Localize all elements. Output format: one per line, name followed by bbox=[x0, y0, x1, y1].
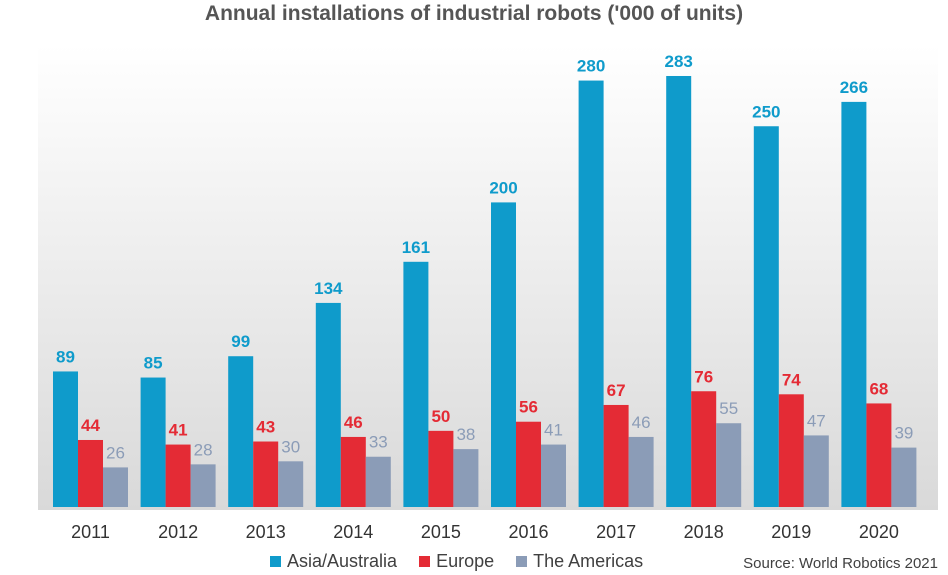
bar-europe-2018 bbox=[691, 391, 717, 507]
bar-americas-2013 bbox=[278, 461, 304, 507]
data-label-americas-2012: 28 bbox=[194, 440, 213, 459]
bar-europe-2016 bbox=[516, 421, 541, 507]
legend-label-asia: Asia/Australia bbox=[287, 551, 398, 571]
bar-americas-2014 bbox=[365, 456, 391, 507]
bar-americas-2018 bbox=[716, 423, 742, 507]
data-label-americas-2015: 38 bbox=[456, 425, 475, 444]
bar-asia-2015 bbox=[403, 261, 429, 507]
data-label-europe-2015: 50 bbox=[431, 407, 450, 426]
bar-europe-2015 bbox=[428, 430, 454, 507]
bar-europe-2011 bbox=[78, 439, 103, 507]
legend: Asia/Australia Europe The Americas bbox=[270, 551, 643, 572]
bar-europe-2013 bbox=[253, 441, 279, 507]
data-label-europe-2016: 56 bbox=[519, 398, 538, 417]
bars-layer bbox=[53, 75, 917, 507]
data-label-asia-2013: 99 bbox=[231, 332, 250, 351]
x-tick-label-2013: 2013 bbox=[246, 522, 286, 542]
bar-americas-2019 bbox=[803, 435, 829, 507]
legend-swatch-asia bbox=[270, 556, 281, 567]
bar-asia-2011 bbox=[53, 371, 78, 507]
data-label-americas-2018: 55 bbox=[719, 399, 738, 418]
bar-asia-2017 bbox=[578, 80, 604, 507]
x-tick-label-2012: 2012 bbox=[158, 522, 198, 542]
bar-europe-2012 bbox=[165, 444, 191, 507]
data-label-asia-2018: 283 bbox=[665, 52, 693, 71]
data-label-asia-2017: 280 bbox=[577, 57, 605, 76]
data-label-asia-2011: 89 bbox=[56, 347, 75, 366]
bar-asia-2016 bbox=[491, 202, 516, 507]
data-label-asia-2020: 266 bbox=[840, 78, 868, 97]
data-label-americas-2016: 41 bbox=[544, 421, 563, 440]
bar-asia-2013 bbox=[228, 356, 254, 507]
legend-label-americas: The Americas bbox=[533, 551, 644, 571]
legend-swatch-europe bbox=[419, 556, 431, 567]
data-label-asia-2016: 200 bbox=[489, 178, 517, 197]
bar-americas-2017 bbox=[628, 436, 654, 507]
legend-item-americas: The Americas bbox=[516, 551, 643, 572]
data-label-europe-2011: 44 bbox=[81, 416, 100, 435]
bar-americas-2011 bbox=[103, 467, 128, 507]
x-tick-label-2018: 2018 bbox=[684, 522, 724, 542]
x-tick-label-2015: 2015 bbox=[421, 522, 461, 542]
bar-europe-2017 bbox=[603, 404, 629, 507]
data-label-americas-2011: 26 bbox=[106, 443, 125, 462]
bar-americas-2015 bbox=[453, 449, 479, 507]
data-label-europe-2013: 43 bbox=[256, 418, 275, 437]
x-tick-label-2016: 2016 bbox=[508, 522, 548, 542]
data-label-asia-2015: 161 bbox=[402, 238, 430, 257]
x-tick-label-2019: 2019 bbox=[771, 522, 811, 542]
legend-item-asia: Asia/Australia bbox=[270, 551, 397, 572]
bar-asia-2019 bbox=[753, 126, 779, 507]
data-label-americas-2020: 39 bbox=[894, 424, 913, 443]
legend-label-europe: Europe bbox=[436, 551, 495, 571]
legend-swatch-americas bbox=[516, 556, 528, 567]
bar-europe-2014 bbox=[340, 436, 366, 507]
bar-asia-2012 bbox=[140, 377, 166, 507]
bar-americas-2016 bbox=[541, 444, 566, 507]
bar-europe-2019 bbox=[778, 394, 804, 507]
x-tick-label-2020: 2020 bbox=[859, 522, 899, 542]
x-tick-label-2011: 2011 bbox=[71, 522, 110, 542]
legend-item-europe: Europe bbox=[419, 551, 494, 572]
chart-title: Annual installations of industrial robot… bbox=[204, 2, 744, 25]
data-label-americas-2014: 33 bbox=[369, 433, 388, 452]
data-label-europe-2019: 74 bbox=[782, 370, 801, 389]
data-label-asia-2019: 250 bbox=[752, 102, 780, 121]
data-label-americas-2013: 30 bbox=[281, 437, 300, 456]
bar-americas-2020 bbox=[891, 447, 917, 507]
bar-asia-2014 bbox=[315, 302, 341, 507]
x-tick-label-2014: 2014 bbox=[333, 522, 373, 542]
x-tick-label-2017: 2017 bbox=[596, 522, 636, 542]
bar-europe-2020 bbox=[866, 403, 892, 507]
data-label-europe-2018: 76 bbox=[694, 367, 713, 386]
bar-asia-2018 bbox=[666, 75, 692, 507]
bar-asia-2020 bbox=[841, 101, 867, 507]
data-labels-layer: 89 44 26 85 41 28 99 43 30 134 46 33 161 50 38 200 56 41 2… bbox=[56, 52, 913, 462]
data-label-asia-2014: 134 bbox=[314, 279, 343, 298]
data-label-americas-2017: 46 bbox=[632, 413, 651, 432]
data-label-europe-2012: 41 bbox=[169, 421, 188, 440]
data-label-europe-2020: 68 bbox=[869, 379, 888, 398]
bar-americas-2012 bbox=[190, 464, 216, 507]
data-label-asia-2012: 85 bbox=[144, 354, 163, 373]
source-note: Source: World Robotics 2021 bbox=[743, 555, 938, 572]
data-label-americas-2019: 47 bbox=[807, 411, 826, 430]
x-tick-labels: 2011 2012 2013 2014 2015 2016 2017 2018 2019 2020 bbox=[71, 522, 899, 542]
data-label-europe-2014: 46 bbox=[344, 413, 363, 432]
data-label-europe-2017: 67 bbox=[607, 381, 626, 400]
